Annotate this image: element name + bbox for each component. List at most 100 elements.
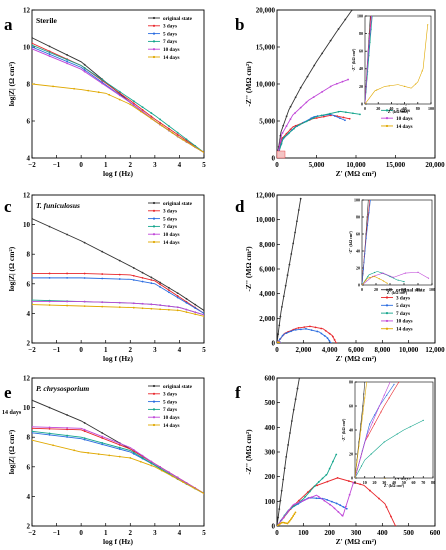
legend-entry: 7 days <box>163 407 177 413</box>
data-point <box>150 462 153 465</box>
series-group <box>32 399 204 495</box>
data-point <box>427 24 429 26</box>
x-tick-label: −2 <box>28 161 36 169</box>
data-point <box>360 465 363 467</box>
y-axis-label: -Z'' (kΩ cm²) <box>351 48 356 71</box>
x-tick-label: 0 <box>354 480 356 485</box>
legend-entry: 3 days <box>163 24 177 30</box>
y-tick-label: 100 <box>354 197 360 202</box>
x-tick-label: 12,000 <box>425 346 445 354</box>
data-point <box>48 433 51 436</box>
data-point <box>83 438 86 441</box>
data-point <box>150 282 153 285</box>
data-point <box>97 453 100 456</box>
y-tick-label: 600 <box>265 374 276 382</box>
panel-letter: a <box>4 15 13 34</box>
data-point <box>282 478 285 481</box>
data-point <box>321 52 324 55</box>
data-point <box>293 513 296 516</box>
plot-frame <box>31 194 205 344</box>
data-point <box>277 516 280 519</box>
data-point <box>141 271 144 274</box>
data-point <box>132 453 135 455</box>
data-point <box>355 477 356 478</box>
data-point <box>404 272 406 274</box>
data-point <box>83 277 86 279</box>
data-point <box>280 489 283 492</box>
data-point <box>367 200 369 201</box>
x-axis-label: Z' (MΩ cm²) <box>336 537 377 546</box>
legend-entry: 7 days <box>163 224 177 230</box>
data-point <box>52 85 54 88</box>
data-point <box>281 517 284 520</box>
data-point <box>167 289 170 292</box>
legend-marker <box>152 40 156 43</box>
data-point <box>289 432 291 434</box>
data-point <box>167 125 170 127</box>
legend-marker <box>385 288 389 291</box>
data-point <box>422 419 424 421</box>
data-point <box>280 142 283 145</box>
data-point <box>141 109 144 111</box>
data-point <box>282 124 285 127</box>
data-point <box>362 413 364 415</box>
data-point <box>386 394 388 396</box>
x-axis-label: Z' (kΩ cm²) <box>384 483 405 488</box>
legend-marker <box>385 117 389 120</box>
data-point <box>101 442 104 444</box>
data-point <box>283 521 286 524</box>
data-point <box>132 102 135 105</box>
data-point <box>159 281 162 284</box>
y-tick-label: 40 <box>359 66 363 71</box>
data-point <box>48 426 51 429</box>
data-point <box>335 502 338 505</box>
data-point <box>32 431 33 434</box>
x-tick-label: 5 <box>202 346 206 354</box>
data-point <box>294 398 297 401</box>
legend-marker <box>152 240 156 244</box>
data-point <box>159 466 162 468</box>
data-point <box>32 303 33 306</box>
data-point <box>388 397 390 399</box>
data-point <box>292 515 295 517</box>
y-tick-label: 0 <box>272 339 276 347</box>
y-tick-label: 10 <box>23 404 31 412</box>
data-point <box>362 405 364 407</box>
data-point <box>278 508 281 510</box>
x-tick-label: 15,000 <box>386 161 406 169</box>
x-tick-label: 0 <box>79 161 83 169</box>
data-point <box>101 305 104 308</box>
data-point <box>321 477 324 480</box>
data-point <box>345 507 348 510</box>
data-point <box>176 295 179 297</box>
data-point <box>171 475 174 478</box>
data-point <box>48 276 51 279</box>
data-point <box>299 328 302 331</box>
y-tick-label: 80 <box>349 379 353 384</box>
data-point <box>373 423 376 425</box>
data-point <box>331 335 334 338</box>
x-tick-label: 70 <box>421 480 425 485</box>
data-point <box>305 327 307 330</box>
data-point <box>396 433 398 435</box>
data-point <box>367 71 369 73</box>
data-point <box>176 296 179 299</box>
data-point <box>294 328 297 331</box>
data-point <box>360 423 362 425</box>
panel-letter: b <box>235 15 244 34</box>
data-point <box>358 445 360 447</box>
data-point <box>302 499 304 502</box>
y-axis-label: -Z'' (kΩ cm²) <box>341 418 346 441</box>
x-tick-label: 20,000 <box>425 161 445 169</box>
y-tick-label: 6,000 <box>259 265 275 273</box>
data-point <box>337 110 340 113</box>
legend-entry: 10 days <box>163 232 180 238</box>
x-tick-label: 5 <box>202 161 206 169</box>
data-point <box>101 432 104 434</box>
data-point <box>388 85 390 87</box>
legend-marker <box>152 416 156 419</box>
data-point <box>369 200 371 201</box>
data-point <box>303 326 306 329</box>
data-point <box>322 115 325 118</box>
x-tick-label: 10,000 <box>346 161 366 169</box>
